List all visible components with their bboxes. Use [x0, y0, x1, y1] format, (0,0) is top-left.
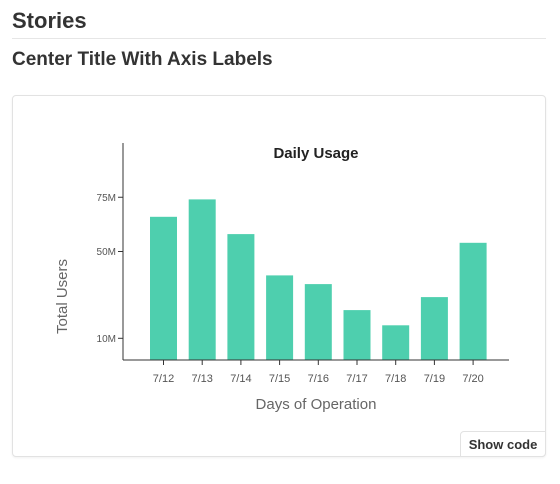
x-tick-label: 7/20 [462, 373, 483, 385]
x-tick-label: 7/12 [153, 373, 174, 385]
x-tick-label: 7/18 [385, 373, 406, 385]
bar-7-14 [227, 234, 255, 360]
bar-7-19 [420, 297, 448, 360]
show-code-button[interactable]: Show code [460, 431, 546, 457]
x-tick-label: 7/13 [191, 373, 212, 385]
story-card: 7/12 7/13 7/14 7/15 7/16 7/17 7/18 7/19 7/20 10M… [12, 95, 546, 457]
x-tick-label: 7/16 [308, 373, 329, 385]
y-tick-label: 10M [97, 334, 116, 345]
x-tick-label: 7/17 [346, 373, 367, 385]
bar-7-15 [266, 275, 294, 360]
y-tick-label: 75M [97, 193, 116, 204]
bars-group [150, 199, 487, 360]
title-divider [12, 38, 546, 39]
x-axis-label: Days of Operation [256, 396, 377, 413]
bar-7-17 [343, 310, 371, 360]
x-tick-labels: 7/12 7/13 7/14 7/15 7/16 7/17 7/18 7/19 7/20 [153, 360, 484, 385]
bar-7-13 [188, 199, 216, 360]
y-axis-label: Total Users [54, 259, 71, 334]
bar-7-12 [150, 216, 177, 360]
bar-7-16 [304, 284, 332, 360]
x-tick-label: 7/15 [269, 373, 290, 385]
page-title: Stories [12, 8, 87, 33]
x-tick-label: 7/14 [230, 373, 251, 385]
bar-7-18 [382, 325, 410, 360]
y-ticks: 10M 50M 75M [97, 193, 123, 345]
bar-7-20 [459, 242, 487, 360]
x-tick-label: 7/19 [424, 373, 445, 385]
y-tick-label: 50M [97, 247, 116, 258]
story-title: Center Title With Axis Labels [12, 49, 273, 70]
chart-title: Daily Usage [273, 145, 358, 162]
bar-chart: 7/12 7/13 7/14 7/15 7/16 7/17 7/18 7/19 7/20 10M… [54, 143, 509, 413]
